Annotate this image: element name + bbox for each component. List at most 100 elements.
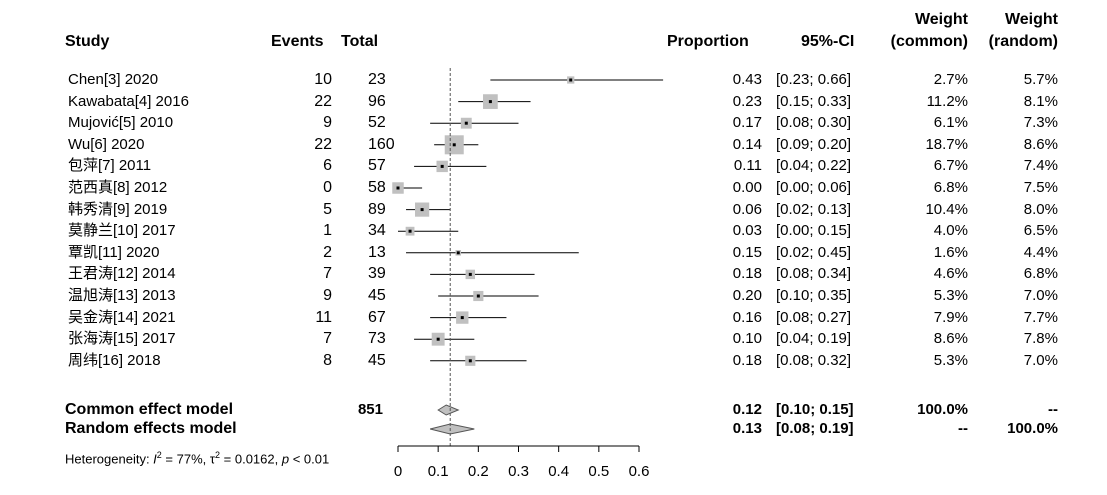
- i2-symbol: I: [153, 451, 157, 467]
- weight-common-value: 5.3%: [933, 287, 968, 304]
- i2-value: = 77%, τ: [161, 451, 216, 467]
- events-value: 9: [323, 114, 332, 132]
- ci-value: [0.08; 0.32]: [776, 351, 852, 369]
- events-value: 6: [323, 157, 332, 175]
- study-label: 温旭涛[13] 2013: [68, 287, 176, 304]
- header-proportion: Proportion: [667, 33, 749, 50]
- study-label: 王君涛[12] 2014: [68, 265, 176, 283]
- weight-common-value: 10.4%: [925, 200, 968, 218]
- total-value: 96: [368, 92, 386, 110]
- ci-value: [0.15; 0.33]: [776, 92, 852, 110]
- point-estimate: [440, 164, 444, 168]
- point-estimate: [460, 316, 464, 320]
- weight-random-value: 7.0%: [1023, 287, 1058, 304]
- point-estimate: [452, 143, 456, 147]
- weight-common-value: 4.0%: [933, 222, 968, 240]
- weight-random-value: 5.7%: [1023, 71, 1058, 88]
- point-estimate: [468, 272, 472, 276]
- ci-value: [0.10; 0.35]: [776, 287, 852, 304]
- weight-common-value: 18.7%: [925, 135, 968, 153]
- proportion-value: 0.17: [732, 114, 762, 132]
- events-value: 0: [323, 179, 332, 196]
- summary-total: 851: [357, 401, 383, 418]
- ci-value: [0.02; 0.45]: [776, 243, 852, 261]
- summary-weight-random: 100.0%: [1007, 420, 1058, 437]
- total-value: 160: [368, 135, 395, 153]
- weight-random-value: 8.6%: [1023, 135, 1058, 153]
- proportion-value: 0.15: [732, 243, 762, 261]
- weight-random-value: 8.1%: [1023, 92, 1058, 110]
- header-events: Events: [271, 33, 324, 50]
- total-value: 13: [368, 243, 386, 261]
- ci-value: [0.00; 0.15]: [776, 222, 852, 240]
- events-value: 11: [315, 308, 332, 326]
- total-value: 89: [368, 200, 386, 218]
- weight-random-value: 7.7%: [1023, 308, 1058, 326]
- total-value: 67: [368, 308, 386, 326]
- x-tick-label: 0: [393, 463, 403, 480]
- total-value: 58: [368, 179, 386, 196]
- summary-weight-random: --: [1048, 401, 1058, 418]
- weight-random-value: 7.5%: [1023, 179, 1058, 196]
- study-label: 包萍[7] 2011: [68, 157, 152, 175]
- header-weight-common-line1: Weight: [914, 11, 968, 28]
- total-value: 45: [368, 351, 386, 369]
- summary-proportion: 0.13: [732, 420, 762, 437]
- point-estimate: [488, 100, 492, 104]
- tau2-value: = 0.0162,: [220, 451, 282, 467]
- point-estimate: [436, 337, 440, 341]
- weight-random-value: 7.8%: [1023, 330, 1058, 348]
- ci-value: [0.04; 0.19]: [776, 330, 852, 348]
- proportion-value: 0.06: [732, 200, 762, 218]
- weight-common-value: 6.1%: [933, 114, 968, 132]
- study-label: 张海涛[15] 2017: [68, 330, 176, 348]
- summary-ci: [0.08; 0.19]: [776, 420, 854, 437]
- heterogeneity-text: Heterogeneity: I2 = 77%, τ2 = 0.0162, p …: [65, 450, 330, 467]
- study-label: Wu[6] 2020: [68, 135, 145, 153]
- header-total: Total: [341, 33, 379, 50]
- study-label: 范西真[8] 2012: [68, 179, 168, 196]
- total-value: 45: [368, 287, 386, 304]
- summary-label: Random effects model: [65, 420, 237, 437]
- weight-common-value: 7.9%: [933, 308, 968, 326]
- study-label: 覃凯[11] 2020: [68, 243, 160, 261]
- ci-value: [0.04; 0.22]: [776, 157, 852, 175]
- header-weight-common-line2: (common): [890, 33, 968, 50]
- events-value: 8: [323, 351, 332, 369]
- proportion-value: 0.11: [733, 157, 762, 175]
- events-value: 1: [323, 222, 332, 240]
- study-label: 周纬[16] 2018: [68, 351, 161, 369]
- x-tick-label: 0.5: [588, 463, 610, 480]
- proportion-value: 0.23: [732, 92, 762, 110]
- study-label: Kawabata[4] 2016: [68, 92, 189, 110]
- proportion-value: 0.20: [732, 287, 762, 304]
- summary-diamond: [430, 423, 475, 435]
- total-value: 39: [368, 265, 386, 283]
- summary-proportion: 0.12: [732, 401, 762, 418]
- ci-value: [0.23; 0.66]: [776, 71, 852, 88]
- summary-diamond: [437, 404, 460, 416]
- proportion-value: 0.16: [732, 308, 762, 326]
- point-estimate: [408, 229, 412, 233]
- point-estimate: [569, 78, 573, 82]
- point-estimate: [464, 121, 468, 125]
- ci-value: [0.08; 0.34]: [776, 265, 852, 283]
- weight-common-value: 6.8%: [933, 179, 968, 196]
- weight-common-value: 5.3%: [933, 351, 968, 369]
- x-tick-label: 0.6: [628, 463, 650, 480]
- events-value: 2: [323, 243, 332, 261]
- weight-common-value: 2.7%: [933, 71, 968, 88]
- point-estimate: [420, 208, 424, 212]
- proportion-value: 0.18: [732, 351, 762, 369]
- events-value: 10: [314, 71, 332, 88]
- proportion-value: 0.03: [732, 222, 762, 240]
- total-value: 57: [368, 157, 386, 175]
- header-weight-random-line1: Weight: [1004, 11, 1058, 28]
- events-value: 7: [323, 330, 332, 348]
- point-estimate: [396, 186, 400, 190]
- heterogeneity-prefix: Heterogeneity:: [65, 451, 154, 467]
- weight-common-value: 11.2%: [926, 92, 968, 110]
- proportion-value: 0.10: [732, 330, 762, 348]
- point-estimate: [468, 359, 472, 363]
